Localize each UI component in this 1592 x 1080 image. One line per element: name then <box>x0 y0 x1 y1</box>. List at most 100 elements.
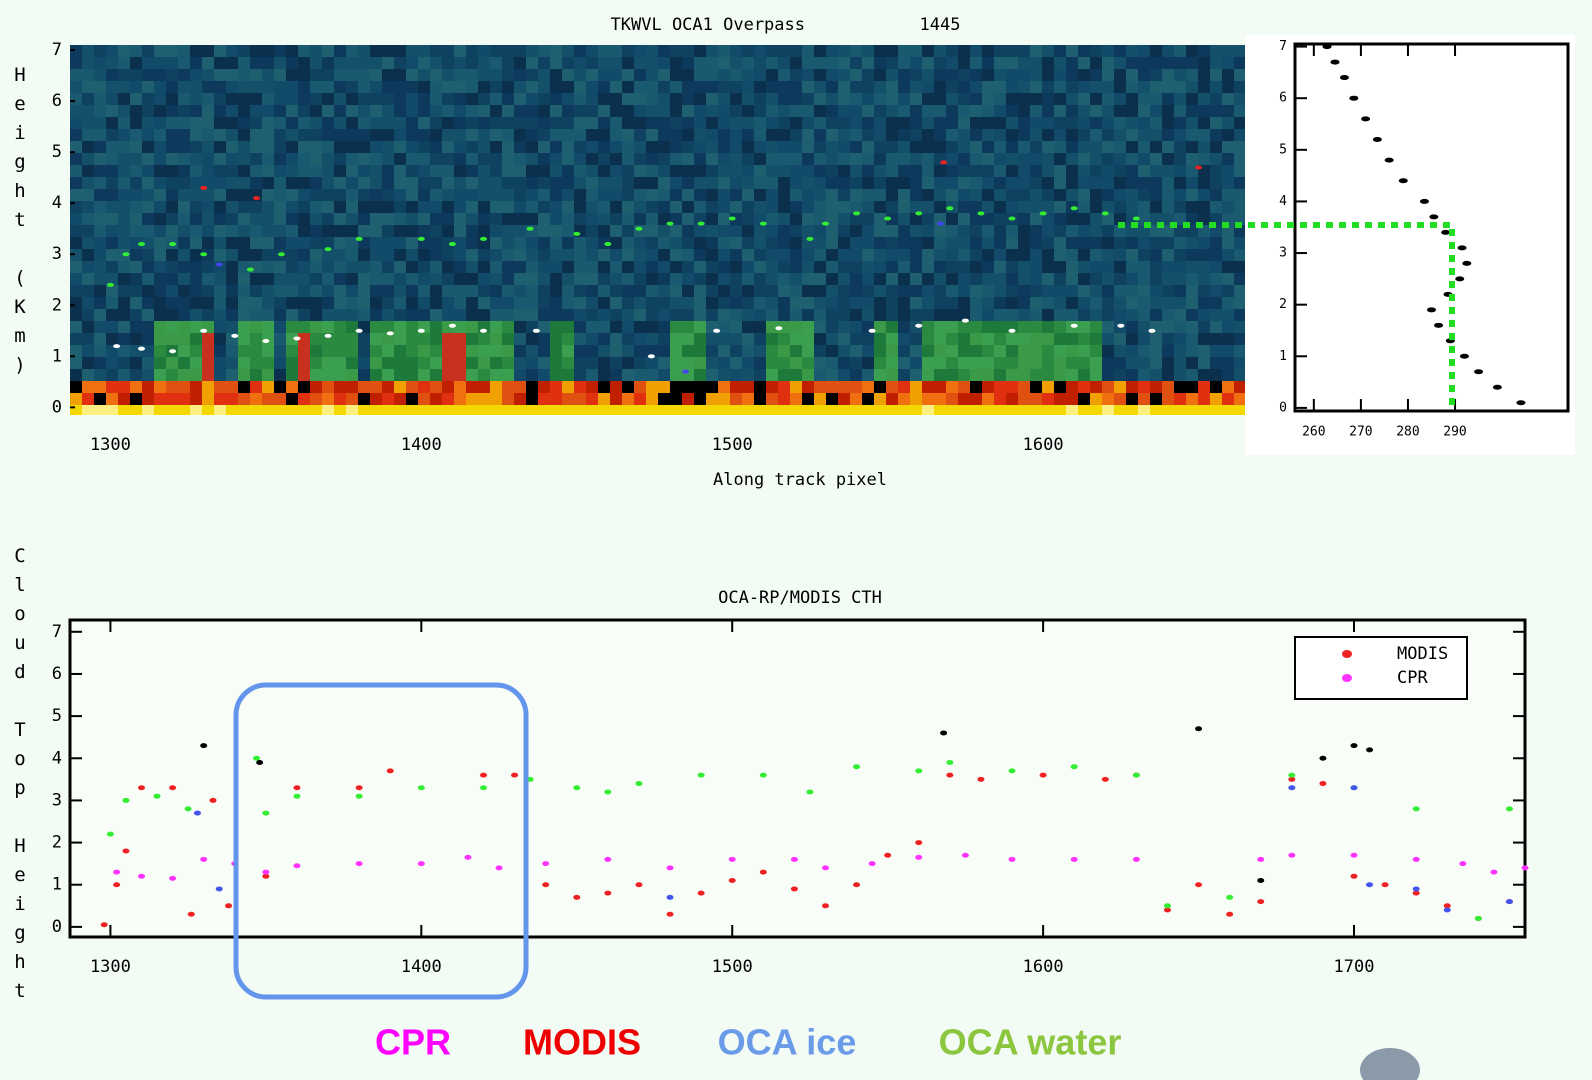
radar-cell <box>130 141 142 153</box>
radar-cell <box>1054 57 1066 69</box>
radar-cell <box>418 285 430 297</box>
radar-cell <box>754 333 766 345</box>
radar-cell <box>898 405 910 417</box>
radar-cell <box>202 333 214 345</box>
radar-cell <box>1234 177 1246 189</box>
radar-cell <box>802 405 814 417</box>
radar-cell <box>538 129 550 141</box>
radar-cell <box>130 69 142 81</box>
radar-cell <box>94 117 106 129</box>
radar-cell <box>982 93 994 105</box>
radar-cell <box>286 117 298 129</box>
radar-cell <box>142 201 154 213</box>
radar-cell <box>1066 177 1078 189</box>
radar-cell <box>274 189 286 201</box>
radar-cell <box>946 153 958 165</box>
radar-cell <box>310 93 322 105</box>
radar-cell <box>370 165 382 177</box>
radar-cell <box>922 405 934 417</box>
data-point <box>387 331 394 335</box>
radar-cell <box>730 129 742 141</box>
radar-cell <box>1006 297 1018 309</box>
radar-cell <box>1126 261 1138 273</box>
radar-cell <box>382 177 394 189</box>
radar-cell <box>1198 81 1210 93</box>
radar-cell <box>286 261 298 273</box>
radar-cell <box>1210 261 1222 273</box>
radar-cell <box>1198 129 1210 141</box>
radar-cell <box>1222 57 1234 69</box>
radar-cell <box>70 333 82 345</box>
radar-cell <box>238 201 250 213</box>
radar-cell <box>598 369 610 381</box>
radar-cell <box>418 177 430 189</box>
radar-cell <box>286 297 298 309</box>
radar-cell <box>1126 153 1138 165</box>
radar-cell <box>574 45 586 57</box>
radar-cell <box>190 57 202 69</box>
radar-cell <box>898 189 910 201</box>
radar-cell <box>670 177 682 189</box>
radar-cell <box>526 225 538 237</box>
y-tick-label: 4 <box>52 748 62 768</box>
radar-cell <box>682 57 694 69</box>
radar-cell <box>454 393 466 405</box>
radar-cell <box>514 117 526 129</box>
radar-cell <box>118 81 130 93</box>
radar-cell <box>286 129 298 141</box>
radar-cell <box>994 273 1006 285</box>
radar-cell <box>442 345 454 357</box>
radar-cell <box>886 273 898 285</box>
radar-cell <box>358 333 370 345</box>
radar-cell <box>370 273 382 285</box>
radar-cell <box>742 261 754 273</box>
radar-cell <box>682 45 694 57</box>
radar-cell <box>1042 333 1054 345</box>
radar-cell <box>694 117 706 129</box>
radar-cell <box>982 213 994 225</box>
radar-cell <box>1078 273 1090 285</box>
radar-cell <box>466 285 478 297</box>
data-point <box>1420 199 1429 204</box>
radar-cell <box>502 57 514 69</box>
radar-cell <box>934 297 946 309</box>
radar-cell <box>694 333 706 345</box>
radar-cell <box>922 285 934 297</box>
radar-cell <box>538 333 550 345</box>
radar-cell <box>862 249 874 261</box>
radar-cell <box>934 405 946 417</box>
radar-cell <box>214 285 226 297</box>
radar-cell <box>118 165 130 177</box>
radar-cell <box>322 45 334 57</box>
radar-cell <box>610 69 622 81</box>
radar-cell <box>286 201 298 213</box>
radar-cell <box>1222 333 1234 345</box>
radar-cell <box>1210 237 1222 249</box>
radar-cell <box>442 225 454 237</box>
radar-cell <box>442 177 454 189</box>
data-point <box>247 268 254 272</box>
radar-cell <box>454 153 466 165</box>
radar-cell <box>538 45 550 57</box>
radar-cell <box>106 117 118 129</box>
radar-cell <box>718 285 730 297</box>
radar-cell <box>418 213 430 225</box>
radar-cell <box>214 93 226 105</box>
radar-cell <box>82 393 94 405</box>
radar-cell <box>898 225 910 237</box>
radar-cell <box>706 81 718 93</box>
radar-cell <box>1102 369 1114 381</box>
radar-cell <box>826 57 838 69</box>
radar-cell <box>1138 69 1150 81</box>
radar-cell <box>142 105 154 117</box>
data-point <box>480 237 487 241</box>
radar-cell <box>682 249 694 261</box>
radar-cell <box>1222 93 1234 105</box>
radar-cell <box>718 177 730 189</box>
data-point <box>185 806 192 811</box>
radar-cell <box>1186 105 1198 117</box>
radar-cell <box>730 201 742 213</box>
radar-cell <box>1198 321 1210 333</box>
radar-cell <box>1078 249 1090 261</box>
radar-cell <box>790 69 802 81</box>
